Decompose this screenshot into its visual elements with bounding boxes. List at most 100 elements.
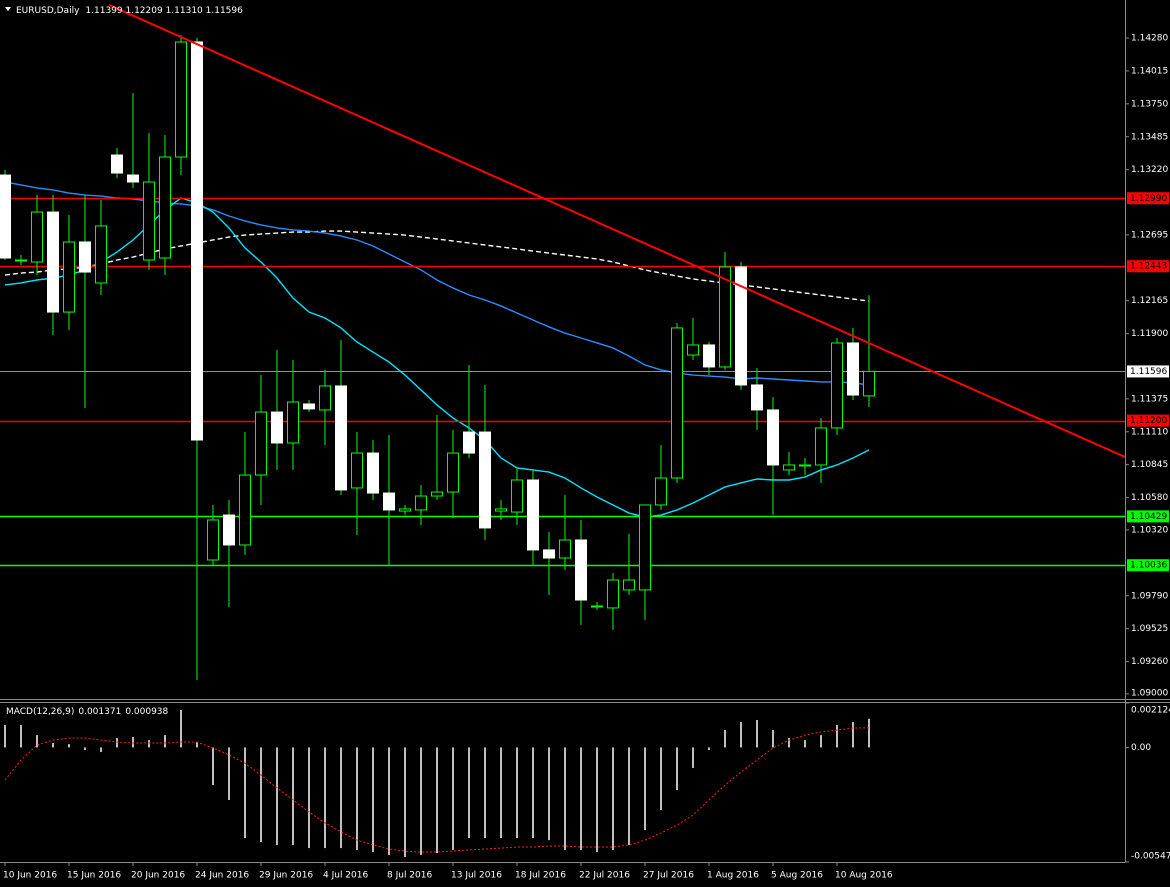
candle-body	[623, 579, 635, 591]
candle-body	[47, 211, 59, 313]
candle-body	[607, 579, 619, 609]
level-label: 1.10036	[1130, 561, 1167, 571]
candle-body	[415, 495, 427, 511]
candle-body	[175, 41, 187, 158]
y-tick-label: 1.14280	[1131, 34, 1168, 44]
candle-body	[751, 384, 763, 411]
level-label: 1.12443	[1130, 262, 1167, 272]
candle-body	[383, 492, 395, 511]
candle-body	[15, 259, 27, 262]
x-tick-label: 4 Jul 2016	[323, 871, 368, 881]
candle-body	[831, 342, 843, 429]
x-tick-label: 5 Aug 2016	[771, 871, 823, 881]
candle-body	[159, 156, 171, 259]
candle-body	[367, 452, 379, 494]
menu-arrow[interactable]	[5, 7, 11, 11]
candle-body	[655, 477, 667, 506]
candle-body	[591, 605, 603, 608]
y-tick-label: -0.005475	[1131, 852, 1170, 862]
x-tick-label: 13 Jul 2016	[451, 871, 502, 881]
x-tick-label: 20 Jun 2016	[131, 871, 185, 881]
y-tick-label: 0.002124	[1131, 706, 1170, 716]
x-tick-label: 1 Aug 2016	[707, 871, 759, 881]
x-tick-label: 10 Jun 2016	[3, 871, 57, 881]
x-tick-label: 27 Jul 2016	[643, 871, 694, 881]
macd-plot	[4, 709, 870, 858]
candle-body	[671, 327, 683, 479]
candle-body	[511, 479, 523, 513]
y-tick-label: 1.09260	[1131, 657, 1168, 667]
y-tick-label: 1.10845	[1131, 460, 1168, 470]
y-tick-label: 1.13750	[1131, 99, 1168, 109]
candle-body	[575, 539, 587, 601]
macd-title: MACD(12,26,9) 0.001371 0.000938	[6, 707, 169, 717]
level-label-box	[1127, 192, 1169, 205]
candle-body	[335, 385, 347, 491]
candle-body	[207, 519, 219, 561]
y-tick-label: 1.09525	[1131, 624, 1168, 634]
candle-body	[479, 431, 491, 529]
price-plot	[0, 4, 1125, 680]
candle-body	[111, 154, 123, 174]
candle-body	[63, 241, 75, 313]
y-tick-label: 1.11375	[1131, 394, 1168, 404]
candle-body	[31, 211, 43, 263]
y-tick-label: 1.11110	[1131, 427, 1168, 437]
candle-body	[319, 385, 331, 411]
candle-body	[639, 504, 651, 591]
macd-value: 0.001371	[78, 707, 121, 717]
y-tick-label: 1.13220	[1131, 165, 1168, 175]
x-tick-label: 22 Jul 2016	[579, 871, 630, 881]
signal-value: 0.000938	[125, 707, 168, 717]
candle-body	[767, 409, 779, 466]
chart-title: EURUSD,Daily 1.11399 1.12209 1.11310 1.11…	[16, 6, 243, 16]
candle-body	[735, 266, 747, 386]
y-tick-label: 1.14015	[1131, 66, 1168, 76]
y-tick-label: 1.10320	[1131, 525, 1168, 535]
signal-line	[4, 727, 870, 853]
candle-body	[559, 539, 571, 559]
level-label-box	[1127, 510, 1169, 523]
candle-body	[463, 431, 475, 454]
candle-body	[399, 508, 411, 512]
candle-body	[351, 452, 363, 489]
candle-body	[223, 514, 235, 546]
level-label-box	[1127, 559, 1169, 572]
trend-line	[108, 4, 1125, 458]
candle-body	[495, 508, 507, 512]
candle-body	[815, 427, 827, 466]
candle-body	[127, 174, 139, 183]
x-tick-label: 15 Jun 2016	[67, 871, 121, 881]
y-tick-label: 1.09000	[1131, 689, 1168, 699]
level-label-box	[1127, 365, 1169, 378]
candle-body	[79, 241, 91, 273]
level-label-box	[1127, 260, 1169, 273]
candle-body	[847, 342, 859, 396]
y-tick-label: 1.11900	[1131, 329, 1168, 339]
candle-body	[287, 401, 299, 444]
x-tick-label: 10 Aug 2016	[835, 871, 893, 881]
level-label: 1.11596	[1130, 367, 1167, 377]
candle-body	[687, 344, 699, 356]
level-label-box	[1127, 414, 1169, 427]
y-tick-label: 1.12695	[1131, 230, 1168, 240]
y-tick-label: 1.09790	[1131, 591, 1168, 601]
candle-body	[783, 464, 795, 471]
candle-body	[719, 266, 731, 368]
x-tick-label: 18 Jul 2016	[515, 871, 566, 881]
candle-body	[703, 344, 715, 368]
candle-body	[255, 411, 267, 476]
level-label: 1.10429	[1130, 512, 1167, 522]
symbol: EURUSD,Daily	[16, 6, 80, 16]
candle-body	[143, 181, 155, 261]
candle-body	[0, 174, 11, 259]
y-tick-label: 1.13485	[1131, 132, 1168, 142]
candle-body	[799, 464, 811, 467]
y-tick-label: 1.12165	[1131, 296, 1168, 306]
x-tick-label: 24 Jun 2016	[195, 871, 249, 881]
candle-body	[191, 41, 203, 441]
level-label: 1.12990	[1130, 194, 1167, 204]
candle-body	[527, 479, 539, 551]
